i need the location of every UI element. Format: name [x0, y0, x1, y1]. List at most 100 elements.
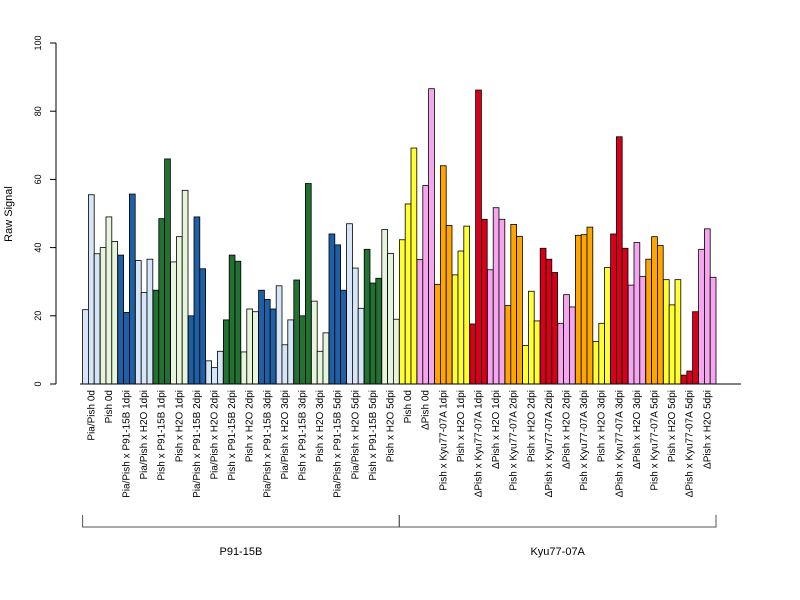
group-bracket	[398, 515, 717, 528]
y-tick-label: 100	[33, 35, 43, 50]
bar	[674, 279, 682, 385]
category-label: Pish x H2O 1dpi	[174, 390, 185, 462]
category-label: Pia/Pish x H2O 3dpi	[280, 390, 291, 480]
category-label: Pia/Pish x H2O 2dpi	[210, 390, 221, 480]
bar	[269, 308, 277, 385]
bar	[545, 258, 553, 385]
y-axis: 0 20 40 60 80 100	[33, 35, 57, 387]
bar	[88, 194, 95, 385]
bar	[240, 351, 248, 385]
bar	[645, 258, 652, 385]
bar	[375, 277, 382, 385]
bar	[657, 245, 664, 385]
bar	[205, 360, 213, 385]
bar	[627, 284, 635, 385]
bar	[293, 279, 300, 385]
category-label: ΔPish x Kyu77-07A 3dpi	[614, 390, 625, 497]
bar	[480, 218, 488, 385]
group-label: P91-15B	[219, 546, 262, 558]
bar	[668, 304, 676, 385]
bar	[334, 244, 341, 385]
bar	[310, 300, 318, 385]
bar	[692, 311, 699, 385]
bar	[111, 241, 119, 385]
y-tick-label: 80	[33, 106, 43, 116]
bar	[105, 216, 113, 385]
category-label: Pia/Pish 0d	[86, 390, 97, 441]
bar	[486, 269, 494, 385]
bar	[99, 247, 107, 385]
bar	[551, 272, 558, 385]
category-label: ΔPish x Kyu77-07A 5dpi	[685, 390, 696, 497]
bar	[363, 248, 371, 385]
bar	[234, 260, 242, 385]
bar	[610, 233, 617, 385]
category-label: Pish x Kyu77-07A 2dpi	[509, 390, 520, 491]
bar	[281, 344, 289, 385]
category-label: Pish x P91-15B 5dpi	[368, 390, 379, 481]
bar	[575, 234, 582, 385]
bar	[492, 207, 500, 385]
bar	[639, 276, 646, 385]
bar	[404, 203, 412, 385]
bar	[123, 311, 130, 385]
category-label: ΔPish x Kyu77-07A 2dpi	[544, 390, 555, 497]
y-tick-label: 0	[33, 381, 43, 386]
bar	[228, 254, 236, 385]
category-label: Pish x P91-15B 3dpi	[298, 390, 309, 481]
category-label: Pish x H2O 3dpi	[315, 390, 326, 462]
bar	[392, 318, 400, 385]
bar	[175, 236, 183, 385]
group-brackets: P91-15B Kyu77-07A	[82, 515, 717, 558]
category-label: Pish x H2O 2dpi	[526, 390, 537, 462]
bar	[651, 236, 658, 385]
category-label: Pish 0d	[104, 390, 115, 423]
bar	[569, 306, 576, 385]
category-label: ΔPish x H2O 2dpi	[562, 390, 573, 469]
bar	[598, 322, 605, 385]
bar	[387, 252, 394, 385]
category-label: Pish x H2O 5dpi	[386, 390, 397, 462]
bar	[346, 223, 353, 385]
bar	[451, 274, 459, 385]
category-label: Pia/Pish x P91-15B 2dpi	[192, 390, 203, 498]
category-label: Pia/Pish x H2O 5dpi	[350, 390, 361, 480]
category-label: ΔPish x H2O 3dpi	[632, 390, 643, 469]
bar	[445, 225, 453, 385]
bar	[510, 224, 517, 385]
category-label: Pia/Pish x P91-15B 3dpi	[262, 390, 273, 498]
bar	[463, 225, 470, 385]
bar	[287, 319, 294, 385]
bar	[193, 216, 201, 385]
bar	[93, 253, 101, 385]
bar	[369, 282, 377, 385]
category-label: Pia/Pish x P91-15B 1dpi	[122, 390, 133, 498]
bar	[316, 350, 324, 385]
bar	[469, 323, 476, 385]
category-label: Pish x Kyu77-07A 3dpi	[579, 390, 590, 491]
bar	[522, 345, 529, 385]
bar	[275, 285, 283, 385]
bar	[557, 322, 564, 385]
bar	[263, 299, 271, 385]
category-label: Pia/Pish x P91-15B 5dpi	[333, 390, 344, 498]
category-label: Pia/Pish x H2O 1dpi	[139, 390, 150, 480]
bar	[528, 290, 535, 385]
bar	[322, 332, 330, 385]
bar	[164, 158, 171, 385]
category-label: Pish x P91-15B 2dpi	[227, 390, 238, 481]
bar	[604, 266, 611, 385]
y-tick-label: 60	[33, 174, 43, 184]
group-label: Kyu77-07A	[530, 546, 585, 558]
category-labels: Pia/Pish 0d Pish 0d Pia/Pish x P91-15B 1dp…	[86, 390, 713, 498]
category-label: Pish x Kyu77-07A 5dpi	[650, 390, 661, 491]
category-label: ΔPish x Kyu77-07A 1dpi	[474, 390, 485, 497]
bar	[170, 261, 177, 385]
category-label: Pish x H2O 2dpi	[245, 390, 256, 462]
bar	[563, 294, 570, 385]
category-label: ΔPish x H2O 1dpi	[491, 390, 502, 469]
bar	[340, 289, 347, 385]
bar	[211, 367, 218, 385]
bar	[686, 370, 693, 385]
category-label: ΔPish 0d	[421, 390, 432, 430]
